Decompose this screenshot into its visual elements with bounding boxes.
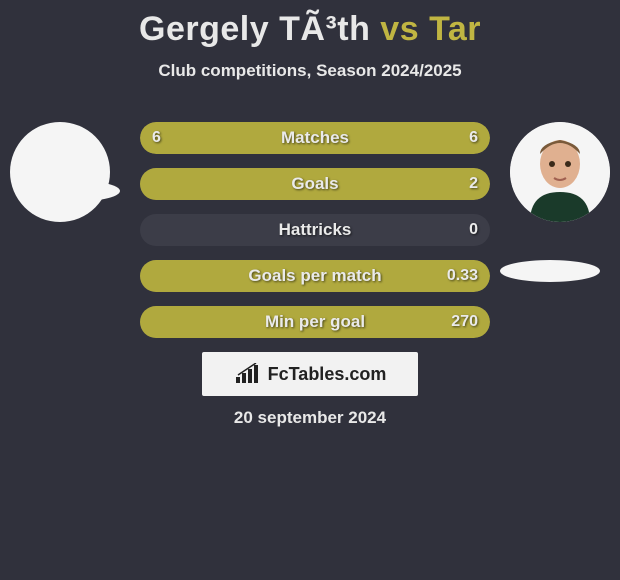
player1-avatar-shadow: [20, 180, 120, 202]
stat-row-matches: 6 Matches 6: [140, 122, 490, 154]
stat-value-right: 2: [469, 168, 478, 200]
player2-avatar: [510, 122, 610, 222]
stat-row-goals: Goals 2: [140, 168, 490, 200]
logo-text: FcTables.com: [268, 364, 387, 385]
stat-label: Goals per match: [140, 260, 490, 292]
stat-row-goals-per-match: Goals per match 0.33: [140, 260, 490, 292]
date-text: 20 september 2024: [0, 408, 620, 428]
bar-chart-icon: [234, 363, 262, 385]
player2-avatar-image: [510, 122, 610, 222]
stat-label: Goals: [140, 168, 490, 200]
fctables-logo: FcTables.com: [202, 352, 418, 396]
player2-name: Tar: [429, 10, 481, 48]
player2-avatar-shadow: [500, 260, 600, 282]
stat-label: Min per goal: [140, 306, 490, 338]
stat-bars: 6 Matches 6 Goals 2 Hattricks 0 Goals pe…: [140, 122, 490, 352]
stat-label: Matches: [140, 122, 490, 154]
stat-row-hattricks: Hattricks 0: [140, 214, 490, 246]
vs-text: vs: [380, 10, 419, 48]
stat-value-right: 270: [451, 306, 478, 338]
stat-value-right: 0: [469, 214, 478, 246]
stat-value-right: 0.33: [447, 260, 478, 292]
subtitle: Club competitions, Season 2024/2025: [0, 61, 620, 81]
player1-name: Gergely TÃ³th: [139, 10, 370, 48]
player1-avatar: [10, 122, 110, 222]
stat-value-right: 6: [469, 122, 478, 154]
stat-label: Hattricks: [140, 214, 490, 246]
comparison-title: Gergely TÃ³th vs Tar: [0, 0, 620, 49]
stat-row-min-per-goal: Min per goal 270: [140, 306, 490, 338]
